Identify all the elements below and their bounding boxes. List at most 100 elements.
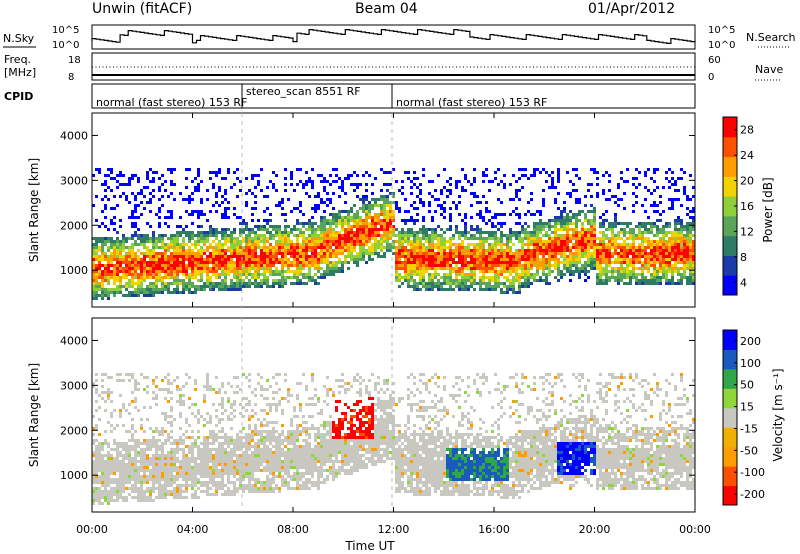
heatmap-cell: [602, 273, 605, 276]
heatmap-cell: [170, 478, 173, 481]
heatmap-cell: [122, 442, 125, 445]
heatmap-cell: [656, 240, 659, 243]
heatmap-cell: [254, 237, 257, 240]
heatmap-cell: [128, 264, 131, 267]
heatmap-cell: [395, 273, 398, 276]
heatmap-cell: [455, 264, 458, 267]
heatmap-cell: [164, 481, 167, 484]
heatmap-cell: [116, 457, 119, 460]
heatmap-cell: [122, 246, 125, 249]
heatmap-cell: [173, 469, 176, 472]
heatmap-cell: [278, 240, 281, 243]
heatmap-cell: [113, 249, 116, 252]
heatmap-cell: [179, 388, 182, 391]
heatmap-cell: [224, 237, 227, 240]
heatmap-cell: [401, 267, 404, 270]
heatmap-cell: [131, 258, 134, 261]
heatmap-cell: [422, 204, 425, 207]
heatmap-cell: [230, 279, 233, 282]
heatmap-cell: [152, 484, 155, 487]
heatmap-cell: [278, 285, 281, 288]
heatmap-cell: [245, 267, 248, 270]
heatmap-cell: [173, 237, 176, 240]
heatmap-cell: [194, 258, 197, 261]
heatmap-cell: [539, 258, 542, 261]
heatmap-cell: [626, 282, 629, 285]
heatmap-cell: [356, 195, 359, 198]
heatmap-cell: [626, 270, 629, 273]
heatmap-cell: [608, 249, 611, 252]
heatmap-cell: [524, 273, 527, 276]
heatmap-cell: [413, 264, 416, 267]
heatmap-cell: [521, 240, 524, 243]
heatmap-cell: [317, 261, 320, 264]
heatmap-cell: [482, 276, 485, 279]
heatmap-cell: [257, 261, 260, 264]
heatmap-cell: [329, 246, 332, 249]
heatmap-cell: [518, 216, 521, 219]
heatmap-cell: [497, 255, 500, 258]
heatmap-cell: [143, 469, 146, 472]
heatmap-cell: [419, 192, 422, 195]
heatmap-cell: [134, 478, 137, 481]
heatmap-cell: [677, 189, 680, 192]
heatmap-cell: [176, 460, 179, 463]
heatmap-cell: [374, 213, 377, 216]
heatmap-cell: [116, 264, 119, 267]
heatmap-cell: [140, 484, 143, 487]
heatmap-cell: [140, 240, 143, 243]
heatmap-cell: [119, 487, 122, 490]
heatmap-cell: [578, 198, 581, 201]
heatmap-cell: [353, 222, 356, 225]
heatmap-cell: [311, 225, 314, 228]
heatmap-cell: [518, 234, 521, 237]
heatmap-cell: [308, 261, 311, 264]
heatmap-cell: [686, 231, 689, 234]
heatmap-cell: [395, 255, 398, 258]
heatmap-cell: [674, 237, 677, 240]
heatmap-cell: [353, 225, 356, 228]
heatmap-cell: [176, 231, 179, 234]
heatmap-cell: [680, 249, 683, 252]
heatmap-cell: [347, 222, 350, 225]
heatmap-cell: [230, 252, 233, 255]
heatmap-cell: [143, 270, 146, 273]
heatmap-cell: [302, 276, 305, 279]
heatmap-cell: [482, 261, 485, 264]
heatmap-cell: [299, 282, 302, 285]
heatmap-cell: [158, 189, 161, 192]
heatmap-cell: [245, 201, 248, 204]
heatmap-cell: [410, 249, 413, 252]
power-heatmap: [92, 168, 695, 300]
heatmap-cell: [461, 255, 464, 258]
heatmap-cell: [128, 270, 131, 273]
heatmap-cell: [332, 234, 335, 237]
heatmap-cell: [140, 424, 143, 427]
heatmap-cell: [689, 234, 692, 237]
heatmap-cell: [164, 469, 167, 472]
heatmap-cell: [428, 234, 431, 237]
heatmap-cell: [122, 463, 125, 466]
heatmap-cell: [161, 243, 164, 246]
heatmap-cell: [590, 261, 593, 264]
heatmap-cell: [110, 189, 113, 192]
heatmap-cell: [278, 279, 281, 282]
heatmap-cell: [206, 240, 209, 243]
heatmap-cell: [155, 279, 158, 282]
heatmap-cell: [629, 264, 632, 267]
heatmap-cell: [269, 213, 272, 216]
heatmap-cell: [614, 240, 617, 243]
heatmap-cell: [506, 261, 509, 264]
heatmap-cell: [95, 258, 98, 261]
heatmap-cell: [617, 222, 620, 225]
heatmap-cell: [332, 228, 335, 231]
heatmap-cell: [299, 201, 302, 204]
heatmap-cell: [569, 237, 572, 240]
heatmap-cell: [590, 240, 593, 243]
heatmap-cell: [188, 252, 191, 255]
heatmap-cell: [326, 255, 329, 258]
heatmap-cell: [449, 249, 452, 252]
heatmap-cell: [647, 216, 650, 219]
heatmap-cell: [167, 276, 170, 279]
heatmap-cell: [440, 213, 443, 216]
